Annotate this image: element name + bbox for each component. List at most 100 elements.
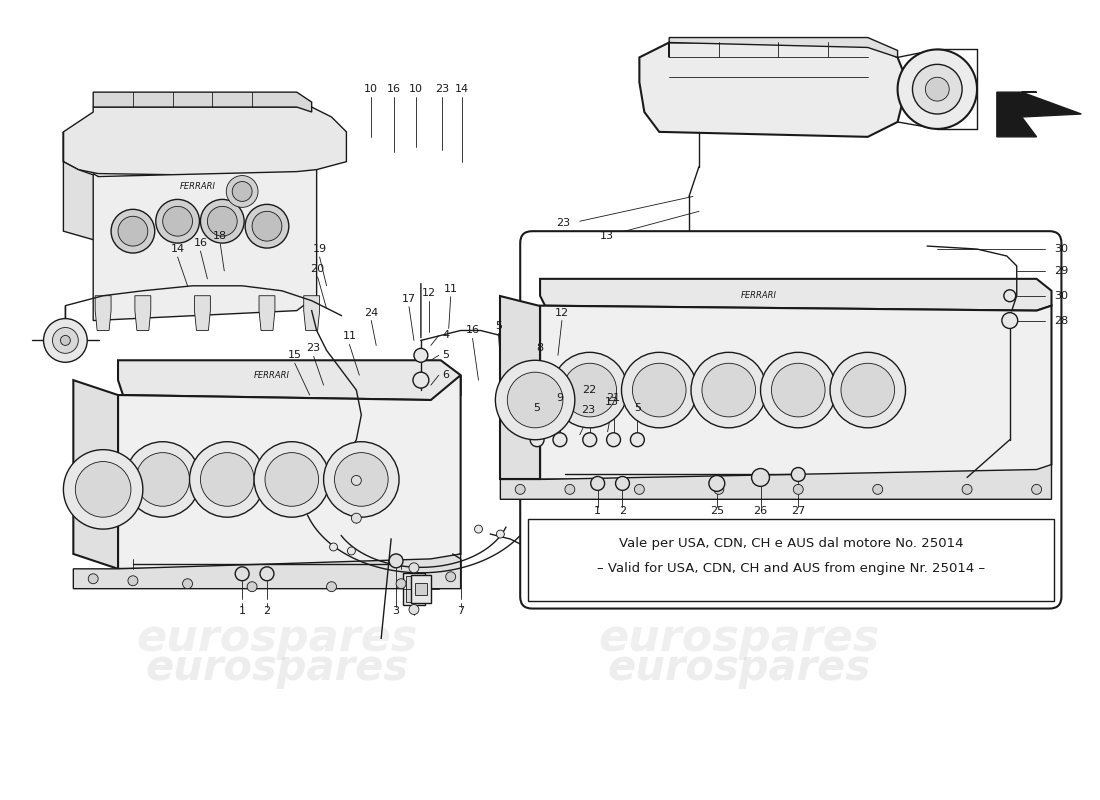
Bar — [528, 519, 1055, 601]
Text: 30: 30 — [1055, 290, 1068, 301]
Circle shape — [208, 206, 238, 236]
Circle shape — [552, 352, 627, 428]
Circle shape — [330, 543, 338, 551]
Text: 13: 13 — [600, 231, 614, 241]
Polygon shape — [74, 554, 461, 589]
Text: 11: 11 — [342, 331, 356, 342]
Text: 11: 11 — [443, 284, 458, 294]
Circle shape — [872, 485, 882, 494]
Text: 8: 8 — [537, 343, 543, 354]
Text: 4: 4 — [442, 330, 449, 341]
Circle shape — [898, 50, 977, 129]
Circle shape — [128, 576, 138, 586]
Circle shape — [1002, 313, 1018, 329]
Polygon shape — [258, 296, 275, 330]
Circle shape — [334, 453, 388, 506]
Circle shape — [962, 485, 972, 494]
Text: 15: 15 — [288, 350, 301, 360]
Text: FERRARI: FERRARI — [254, 370, 290, 380]
Circle shape — [409, 563, 419, 573]
Text: 27: 27 — [791, 506, 805, 516]
Text: FERRARI: FERRARI — [740, 291, 777, 300]
Circle shape — [136, 453, 189, 506]
Circle shape — [1004, 290, 1015, 302]
Text: – Valid for USA, CDN, CH and AUS from engine Nr. 25014 –: – Valid for USA, CDN, CH and AUS from en… — [597, 562, 986, 575]
Polygon shape — [669, 38, 898, 58]
Circle shape — [474, 525, 483, 533]
Text: 23: 23 — [434, 84, 449, 94]
Text: 21: 21 — [606, 393, 620, 403]
Circle shape — [708, 475, 725, 491]
Text: 16: 16 — [465, 326, 480, 335]
Text: 20: 20 — [310, 264, 324, 274]
Circle shape — [53, 327, 78, 354]
Circle shape — [200, 453, 254, 506]
Polygon shape — [304, 296, 320, 330]
Text: 6: 6 — [442, 370, 449, 380]
Circle shape — [265, 453, 319, 506]
Circle shape — [913, 64, 962, 114]
Circle shape — [327, 582, 337, 592]
Text: Vale per USA, CDN, CH e AUS dal motore No. 25014: Vale per USA, CDN, CH e AUS dal motore N… — [619, 538, 964, 550]
Text: 23: 23 — [307, 343, 321, 354]
Circle shape — [591, 477, 605, 490]
Circle shape — [630, 433, 645, 446]
Text: 7: 7 — [458, 606, 464, 615]
Polygon shape — [64, 132, 98, 241]
Text: eurospares: eurospares — [136, 617, 418, 660]
Text: 9: 9 — [557, 393, 563, 403]
Circle shape — [565, 485, 575, 494]
Circle shape — [389, 554, 403, 568]
Circle shape — [248, 582, 257, 592]
Text: 12: 12 — [554, 308, 569, 318]
Circle shape — [495, 360, 575, 440]
Circle shape — [323, 442, 399, 517]
Circle shape — [606, 433, 620, 446]
Circle shape — [583, 433, 596, 446]
Circle shape — [125, 442, 200, 517]
Text: 2: 2 — [263, 606, 271, 615]
Text: 30: 30 — [1055, 244, 1068, 254]
Circle shape — [496, 530, 504, 538]
Circle shape — [88, 574, 98, 584]
Text: 23: 23 — [556, 218, 570, 228]
Text: eurospares: eurospares — [607, 647, 870, 689]
Circle shape — [64, 450, 143, 529]
Circle shape — [409, 605, 419, 614]
Text: 18: 18 — [213, 231, 228, 241]
Polygon shape — [64, 107, 346, 177]
Circle shape — [189, 442, 265, 517]
Circle shape — [396, 578, 406, 589]
Circle shape — [163, 206, 192, 236]
Circle shape — [632, 363, 686, 417]
Bar — [411, 574, 431, 602]
Circle shape — [771, 363, 825, 417]
Circle shape — [235, 567, 249, 581]
Text: 16: 16 — [387, 84, 402, 94]
Circle shape — [75, 462, 131, 517]
Text: 26: 26 — [754, 506, 768, 516]
Text: 5: 5 — [534, 403, 540, 413]
Circle shape — [714, 485, 724, 494]
Circle shape — [348, 547, 355, 555]
FancyBboxPatch shape — [520, 231, 1062, 609]
Text: 17: 17 — [402, 294, 416, 304]
Polygon shape — [195, 296, 210, 330]
Circle shape — [791, 467, 805, 482]
Circle shape — [830, 352, 905, 428]
Text: eurospares: eurospares — [598, 617, 879, 660]
Polygon shape — [135, 296, 151, 330]
Circle shape — [635, 485, 645, 494]
Text: 16: 16 — [194, 238, 208, 248]
Circle shape — [621, 352, 697, 428]
Circle shape — [702, 363, 756, 417]
Text: 22: 22 — [583, 385, 597, 395]
Polygon shape — [118, 375, 461, 569]
Circle shape — [260, 567, 274, 581]
Text: eurospares: eurospares — [145, 647, 408, 689]
Bar — [403, 573, 425, 605]
Text: 13: 13 — [605, 397, 618, 407]
Circle shape — [842, 363, 894, 417]
Bar — [406, 576, 422, 602]
Circle shape — [751, 469, 770, 486]
